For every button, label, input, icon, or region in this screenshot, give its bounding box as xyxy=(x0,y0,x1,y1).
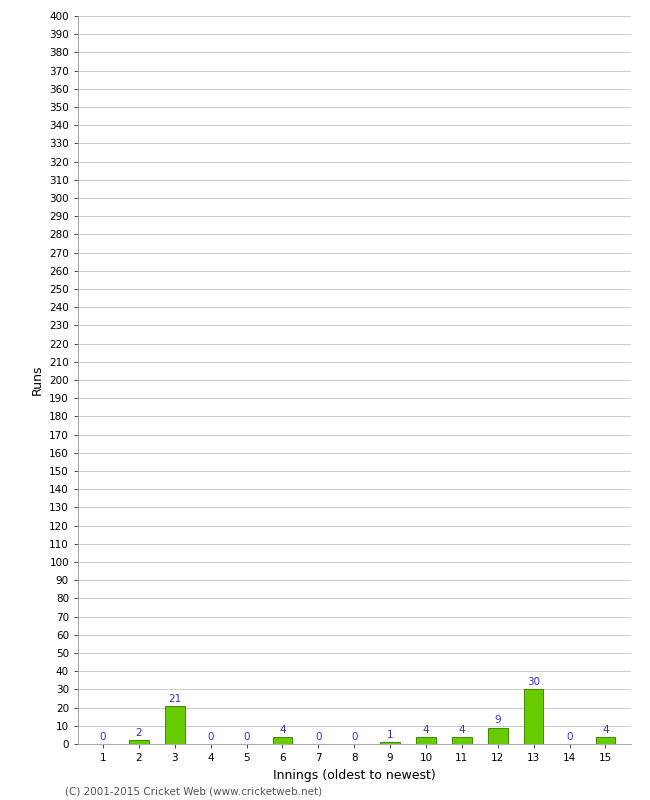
Text: 0: 0 xyxy=(566,732,573,742)
Bar xyxy=(595,737,616,744)
X-axis label: Innings (oldest to newest): Innings (oldest to newest) xyxy=(273,769,436,782)
Text: (C) 2001-2015 Cricket Web (www.cricketweb.net): (C) 2001-2015 Cricket Web (www.cricketwe… xyxy=(65,786,322,796)
Text: 0: 0 xyxy=(100,732,107,742)
Text: 30: 30 xyxy=(527,678,540,687)
Text: 4: 4 xyxy=(458,725,465,734)
Text: 1: 1 xyxy=(387,730,393,740)
Text: 0: 0 xyxy=(207,732,214,742)
Bar xyxy=(380,742,400,744)
Bar xyxy=(416,737,436,744)
Text: 9: 9 xyxy=(495,715,501,726)
Bar xyxy=(272,737,292,744)
Text: 2: 2 xyxy=(136,728,142,738)
Text: 4: 4 xyxy=(422,725,429,734)
Text: 0: 0 xyxy=(243,732,250,742)
Text: 0: 0 xyxy=(351,732,358,742)
Bar xyxy=(129,740,149,744)
Bar xyxy=(452,737,472,744)
Text: 4: 4 xyxy=(602,725,608,734)
Text: 0: 0 xyxy=(315,732,322,742)
Bar xyxy=(524,690,543,744)
Bar xyxy=(488,728,508,744)
Text: 21: 21 xyxy=(168,694,181,703)
Y-axis label: Runs: Runs xyxy=(31,365,44,395)
Bar xyxy=(165,706,185,744)
Text: 4: 4 xyxy=(280,725,286,734)
